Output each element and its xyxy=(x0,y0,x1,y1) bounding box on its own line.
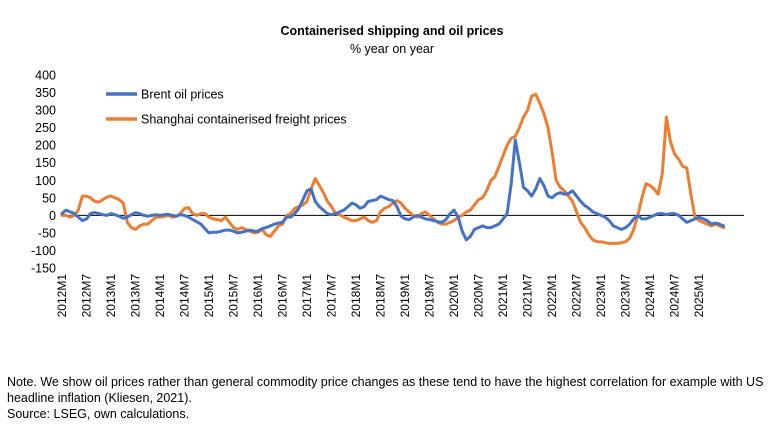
series-line-brent xyxy=(60,138,726,242)
y-tick-label: -150 xyxy=(31,262,56,276)
x-tick-label: 2012M1 xyxy=(55,274,69,318)
y-tick-label: -50 xyxy=(38,226,56,240)
y-tick-label: 150 xyxy=(35,156,56,170)
chart: Containerised shipping and oil prices % … xyxy=(31,24,744,318)
x-tick-label: 2022M1 xyxy=(545,274,559,318)
y-tick-label: 400 xyxy=(35,69,56,83)
y-tick-label: 50 xyxy=(42,191,56,205)
y-tick-label: 200 xyxy=(35,139,56,153)
x-tick-label: 2018M7 xyxy=(374,274,388,318)
legend: Brent oil prices Shanghai containerised f… xyxy=(106,88,347,127)
legend-label: Shanghai containerised freight prices xyxy=(141,113,347,127)
y-tick-label: 350 xyxy=(35,86,56,100)
y-tick-label: -100 xyxy=(31,244,56,258)
x-tick-label: 2016M7 xyxy=(276,274,290,318)
legend-label: Brent oil prices xyxy=(141,88,224,102)
x-tick-label: 2020M7 xyxy=(472,274,486,318)
chart-subtitle: % year on year xyxy=(350,42,434,56)
chart-title: Containerised shipping and oil prices xyxy=(281,24,504,38)
x-tick-label: 2013M1 xyxy=(104,274,118,318)
y-axis: 400 350 300 250 200 150 100 50 0 -50 -100 -150 xyxy=(31,69,56,276)
x-tick-label: 2015M7 xyxy=(227,274,241,318)
x-tick-label: 2019M7 xyxy=(423,274,437,318)
y-tick-label: 0 xyxy=(49,209,56,223)
series-group xyxy=(60,92,726,245)
x-axis: 2012M1 2012M7 2013M1 2013M7 2014M1 2014M7 2015… xyxy=(55,274,706,318)
x-tick-label: 2022M7 xyxy=(570,274,584,318)
x-tick-label: 2014M1 xyxy=(153,274,167,318)
x-tick-label: 2025M1 xyxy=(692,274,706,318)
y-tick-label: 100 xyxy=(35,174,56,188)
x-tick-label: 2013M7 xyxy=(129,274,143,318)
x-tick-label: 2024M1 xyxy=(643,274,657,318)
legend-item-shanghai: Shanghai containerised freight prices xyxy=(106,113,347,127)
x-tick-label: 2017M7 xyxy=(325,274,339,318)
x-tick-label: 2023M1 xyxy=(594,274,608,318)
x-tick-label: 2014M7 xyxy=(178,274,192,318)
x-tick-label: 2019M1 xyxy=(398,274,412,318)
x-tick-label: 2015M1 xyxy=(202,274,216,318)
x-tick-label: 2023M7 xyxy=(619,274,633,318)
x-tick-label: 2017M1 xyxy=(300,274,314,318)
x-tick-label: 2020M1 xyxy=(447,274,461,318)
x-tick-label: 2016M1 xyxy=(251,274,265,318)
x-tick-label: 2024M7 xyxy=(668,274,682,318)
x-tick-label: 2012M7 xyxy=(80,274,94,318)
footnote-note: Note. We show oil prices rather than gen… xyxy=(7,375,764,405)
x-tick-label: 2018M1 xyxy=(349,274,363,318)
x-tick-label: 2021M7 xyxy=(521,274,535,318)
x-tick-label: 2021M1 xyxy=(496,274,510,318)
legend-item-brent: Brent oil prices xyxy=(106,88,224,102)
y-tick-label: 250 xyxy=(35,121,56,135)
y-tick-label: 300 xyxy=(35,104,56,118)
footnote-source: Source: LSEG, own calculations. xyxy=(7,407,190,421)
